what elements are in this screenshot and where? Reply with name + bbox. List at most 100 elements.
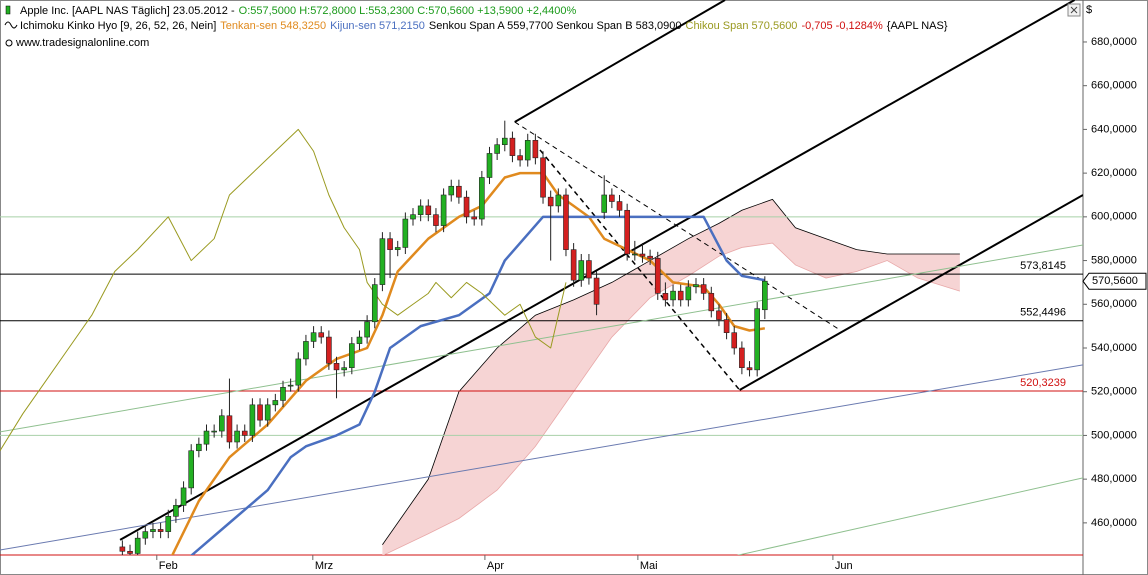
candle-body [517,155,523,161]
candle-body [639,253,646,257]
x-tick-label: Feb [159,560,178,572]
candle-body [532,140,539,159]
y-tick-label: 540,0000 [1091,342,1137,354]
x-tick-label: Mai [640,560,658,572]
candle-body [173,505,179,517]
header-segment: -0,705 -0,1284% [801,20,883,32]
currency-label: $ [1086,4,1092,16]
candle-body [196,443,202,452]
icon-copyright [5,39,13,47]
x-tick-label: Jun [835,560,853,572]
candle-body [731,332,738,349]
icon-candle [5,5,11,15]
candle-body [723,319,730,333]
candle-body [371,284,378,323]
candle-body [609,194,615,202]
candle-body [150,529,156,532]
header-segment: Chikou Span 570,5600 [686,20,798,32]
level-label: 520,3239 [1020,377,1066,389]
level-label: 573,8145 [1020,260,1066,272]
candle-body [119,546,126,552]
candle-body [249,404,256,436]
candle-body [486,153,493,178]
candle-body [547,196,554,207]
header-segment: Ichimoku Kinko Hyo [9, 26, 52, 26, Nein] [20,20,216,32]
candle-body [700,284,707,294]
candle-body [555,194,562,207]
candle-body [134,537,141,554]
candle-body [746,367,753,371]
candle-body [524,140,531,161]
candle-body [739,347,745,368]
candle-body [241,430,248,436]
header-segment: Apple Inc. [AAPL NAS Täglich] 23.05.2012… [20,5,235,17]
candle-body [417,205,424,215]
y-tick-label: 640,0000 [1091,123,1137,135]
candle-body [394,247,401,250]
candle-body [662,293,669,301]
candle-body [142,531,149,539]
plot-area [0,0,1083,555]
y-tick-label: 660,0000 [1091,80,1137,92]
candle-body [509,137,516,156]
candle-body [310,332,317,342]
candle-body [593,277,600,305]
trend-line [514,121,841,331]
candle-body [318,332,325,338]
y-tick-label: 560,0000 [1091,298,1137,310]
candle-body [349,343,355,368]
y-tick-label: 520,0000 [1091,386,1137,398]
candle-body [387,238,393,250]
candle-body [762,280,768,311]
candle-body [463,196,470,218]
candle-body [456,185,462,198]
candle-body [219,415,225,432]
candle-body [479,177,485,220]
candle-body [425,205,432,215]
trend-line [0,364,1083,551]
header-line3: www.tradesignalonline.com [15,37,149,49]
candle-body [754,308,760,371]
candle-body [295,358,302,386]
close-button[interactable] [1067,3,1081,17]
candle-body [677,290,684,301]
indicator-line [190,215,766,555]
trend-line [514,0,726,123]
candle-body [685,286,692,301]
candle-body [364,321,370,338]
candle-body [211,430,217,433]
header-segment: Tenkan-sen 548,3250 [220,20,326,32]
candle-body [188,450,195,489]
candle-body [226,415,233,443]
last-price-box [1082,272,1147,290]
candle-body [670,290,676,301]
trend-line [0,244,1083,433]
candle-body [616,201,623,211]
candle-body [632,253,638,256]
candle-body [440,194,447,226]
candle-body [257,404,263,421]
candle-body [356,336,363,344]
x-tick-label: Apr [487,560,504,572]
candle-body [410,214,416,220]
candle-body [708,293,715,312]
candle-body [540,157,546,198]
candle-body [570,249,577,281]
header-segment: Kijun-sen 571,2150 [330,20,425,32]
level-label: 552,4496 [1020,307,1066,319]
candle-body [341,367,347,371]
candle-body [716,310,722,320]
header-line2: Ichimoku Kinko Hyo [9, 26, 52, 26, Nein]… [20,20,948,32]
close-icon[interactable] [1070,6,1078,14]
candle-body [433,214,439,226]
candle-body [180,487,187,506]
candle-body [127,550,133,554]
candle-body [303,341,309,360]
last-price-label: 570,5600 [1092,275,1138,287]
candle-body [693,284,699,288]
cloud-edge [382,198,960,545]
y-tick-label: 600,0000 [1091,211,1137,223]
candle-body [280,387,286,401]
y-tick-label: 680,0000 [1091,36,1137,48]
